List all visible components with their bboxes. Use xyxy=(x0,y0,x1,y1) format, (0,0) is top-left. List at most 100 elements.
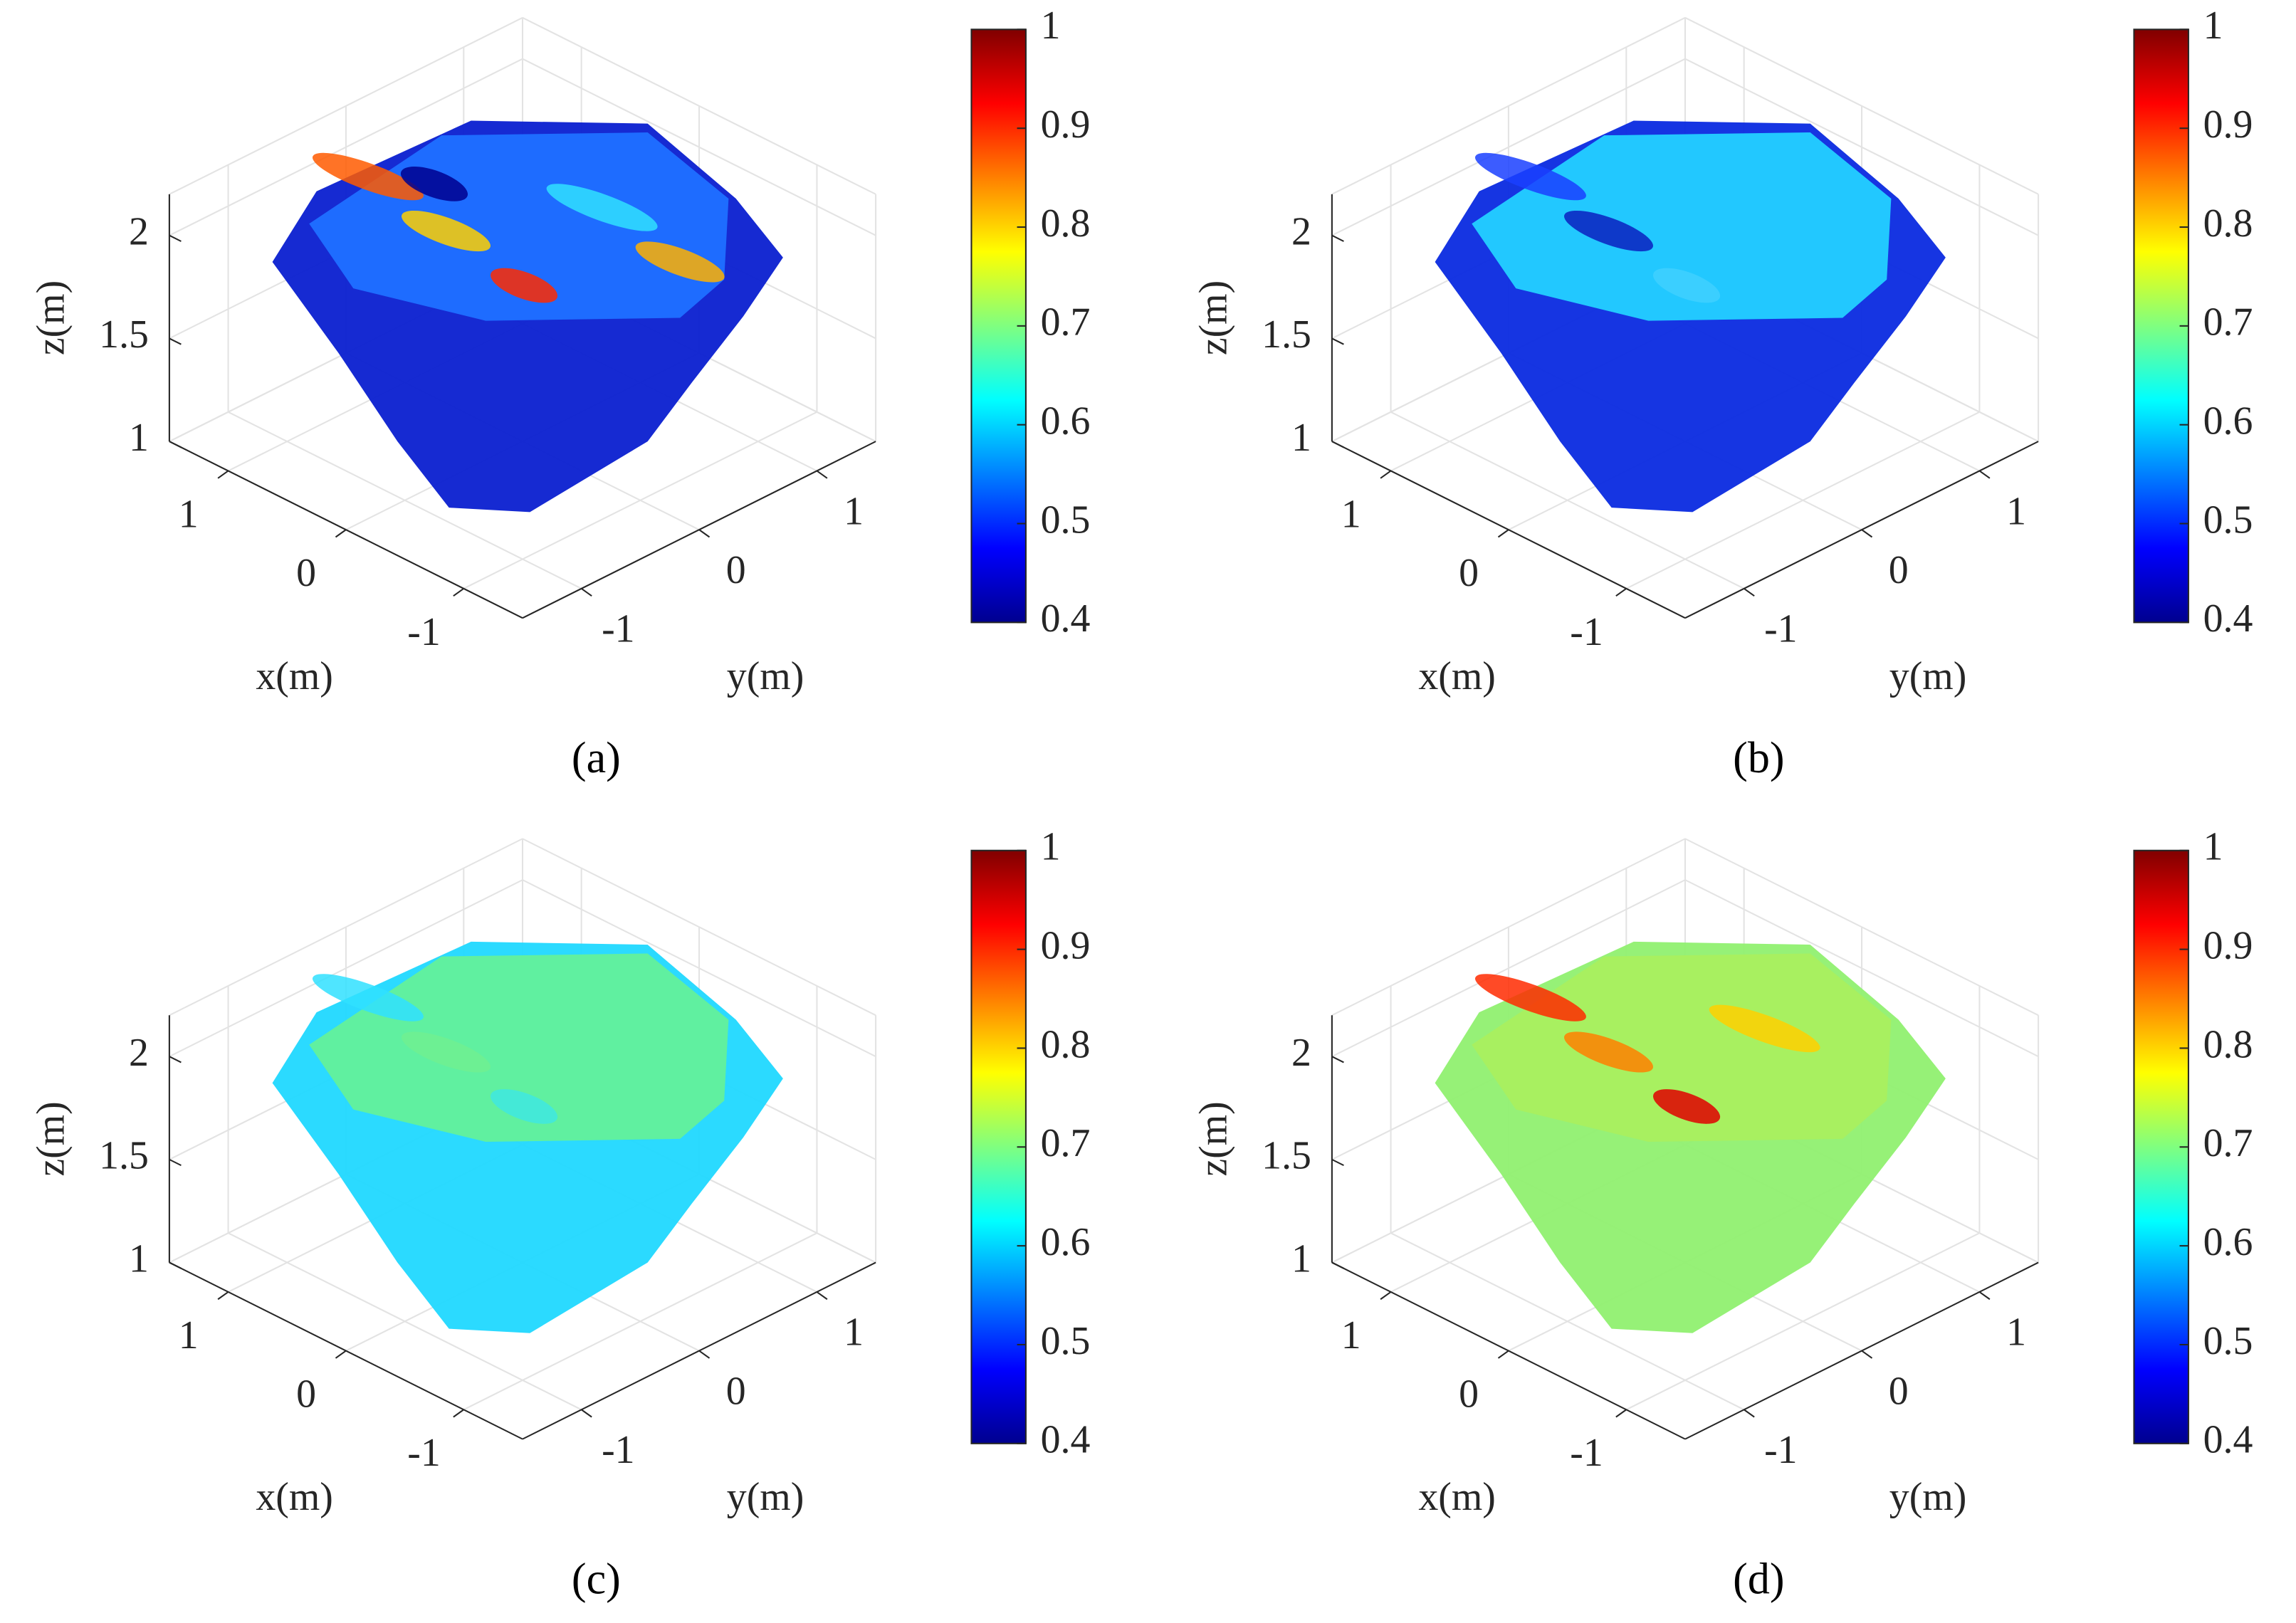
colorbar-tick-label: 0.6 xyxy=(1041,1220,1091,1264)
z-axis-label: z(m) xyxy=(1191,280,1235,355)
z-tick xyxy=(1331,441,1344,448)
colorbar xyxy=(2133,849,2189,1444)
colorbar-tick-label: 0.8 xyxy=(2203,201,2253,246)
grid-line xyxy=(228,411,582,589)
x-tick-label: -1 xyxy=(407,1431,440,1475)
x-tick xyxy=(1380,1291,1392,1301)
colorbar-tick-label: 0.8 xyxy=(1041,1022,1091,1066)
x-axis-label: x(m) xyxy=(256,1475,332,1519)
x-tick-label: -1 xyxy=(407,610,440,654)
x-tick-label: 1 xyxy=(179,1313,199,1357)
panel: 1 1.5 2 -1 0 1 -1 0 1 x(m) y(m) z(m) (d) 0.4 0.5 0.6 0.7… xyxy=(1191,825,2253,1604)
colorbar xyxy=(2133,28,2189,624)
x-tick xyxy=(335,1350,347,1359)
z-tick-label: 2 xyxy=(129,1031,149,1075)
colorbar-tick-label: 0.5 xyxy=(2203,498,2253,542)
z-tick-label: 1.5 xyxy=(1262,312,1311,357)
y-axis-label: y(m) xyxy=(1889,654,1966,698)
z-tick xyxy=(1331,1261,1344,1269)
point-cloud-patch xyxy=(1474,152,1586,201)
colorbar-tick-label: 0.9 xyxy=(1041,923,1091,967)
colorbar-tick-label: 0.9 xyxy=(2203,923,2253,967)
point-cloud-patch xyxy=(400,167,468,201)
y-tick-label: 1 xyxy=(844,1311,864,1355)
z-tick-label: 1.5 xyxy=(1262,1134,1311,1178)
x-tick xyxy=(453,1409,464,1418)
y-tick-label: 1 xyxy=(2006,1311,2026,1355)
z-tick xyxy=(169,1158,182,1167)
z-tick xyxy=(169,441,182,448)
colorbar-tick-label: 0.5 xyxy=(1041,1319,1091,1363)
z-tick-label: 1 xyxy=(1291,416,1311,460)
colorbar-tick-label: 0.6 xyxy=(2203,1220,2253,1264)
colorbar-tick-label: 0.9 xyxy=(1041,103,1091,147)
z-axis-label: z(m) xyxy=(28,1101,73,1176)
x-tick-label: 1 xyxy=(1341,1313,1361,1357)
z-tick xyxy=(169,1261,182,1269)
colorbar-tick-label: 0.7 xyxy=(1041,300,1091,345)
panel: 1 1.5 2 -1 0 1 -1 0 1 x(m) y(m) z(m) (b) 0.4 0.5 0.6 0.7… xyxy=(1191,4,2253,782)
grid-line xyxy=(1390,1232,1745,1411)
point-cloud-patch xyxy=(1653,268,1721,303)
point-cloud-top xyxy=(1472,953,1892,1143)
x-tick xyxy=(1615,587,1627,597)
colorbar-tick-label: 1 xyxy=(2203,825,2223,869)
colorbar xyxy=(970,849,1027,1444)
colorbar-tick-label: 0.9 xyxy=(2203,103,2253,147)
point-cloud-patch xyxy=(491,1089,558,1124)
point-cloud-patch xyxy=(1709,1004,1820,1053)
y-tick-label: 0 xyxy=(1889,548,1909,592)
x-axis-label: x(m) xyxy=(256,654,332,698)
point-cloud-patch xyxy=(312,974,424,1021)
point-cloud-top xyxy=(309,953,729,1143)
point-cloud-patch xyxy=(1653,1089,1721,1124)
z-tick-label: 2 xyxy=(1291,1031,1311,1075)
colorbar-tick-label: 0.6 xyxy=(1041,399,1091,443)
y-tick-label: 1 xyxy=(2006,489,2026,533)
x-tick xyxy=(1615,1409,1627,1418)
y-tick xyxy=(1861,529,1873,538)
panel: 1 1.5 2 -1 0 1 -1 0 1 x(m) y(m) z(m) (a) 0.4 0.5 0.6 0.7… xyxy=(28,4,1090,782)
colorbar-tick-label: 1 xyxy=(1041,825,1061,869)
z-tick-label: 1 xyxy=(1291,1236,1311,1281)
z-tick-label: 2 xyxy=(1291,210,1311,254)
point-cloud-patch xyxy=(1474,974,1586,1021)
y-tick xyxy=(816,1291,828,1301)
colorbar-tick-label: 0.4 xyxy=(1041,1418,1091,1462)
colorbar-tick-label: 0.4 xyxy=(1041,597,1091,641)
y-tick xyxy=(1978,470,1991,479)
z-tick xyxy=(169,337,182,345)
point-cloud-patch xyxy=(312,152,424,201)
x-tick-label: 0 xyxy=(1459,1372,1479,1417)
z-tick xyxy=(1331,234,1344,242)
z-tick-label: 1.5 xyxy=(99,312,149,357)
colorbar-tick-label: 0.8 xyxy=(1041,201,1091,246)
colorbar-tick-label: 1 xyxy=(1041,4,1061,48)
point-cloud-patch xyxy=(635,241,725,283)
y-tick xyxy=(698,529,711,538)
z-tick-label: 1.5 xyxy=(99,1134,149,1178)
colorbar-tick-label: 0.7 xyxy=(2203,300,2253,345)
y-tick-label: -1 xyxy=(602,607,634,651)
point-cloud-patch xyxy=(1564,1031,1653,1073)
point-cloud-patch xyxy=(491,268,558,303)
point-cloud-top xyxy=(1472,132,1892,321)
x-axis-label: x(m) xyxy=(1418,654,1495,698)
z-axis-label: z(m) xyxy=(1191,1101,1235,1176)
y-tick-label: 1 xyxy=(844,489,864,533)
colorbar-tick-label: 1 xyxy=(2203,4,2223,48)
y-tick xyxy=(698,1350,711,1359)
panel-label: (b) xyxy=(1733,734,1784,782)
colorbar-tick-label: 0.7 xyxy=(1041,1121,1091,1165)
x-axis-label: x(m) xyxy=(1418,1475,1495,1519)
y-tick-label: -1 xyxy=(1764,1428,1797,1472)
y-axis-label: y(m) xyxy=(727,1475,804,1519)
grid-line xyxy=(228,1232,582,1411)
y-tick-label: 0 xyxy=(726,548,746,592)
x-tick-label: -1 xyxy=(1570,610,1603,654)
colorbar-tick-label: 0.5 xyxy=(2203,1319,2253,1363)
x-tick xyxy=(1380,470,1392,479)
colorbar-tick-label: 0.6 xyxy=(2203,399,2253,443)
z-tick xyxy=(1331,337,1344,345)
panel: 1 1.5 2 -1 0 1 -1 0 1 x(m) y(m) z(m) (c) 0.4 0.5 0.6 0.7… xyxy=(28,825,1090,1604)
